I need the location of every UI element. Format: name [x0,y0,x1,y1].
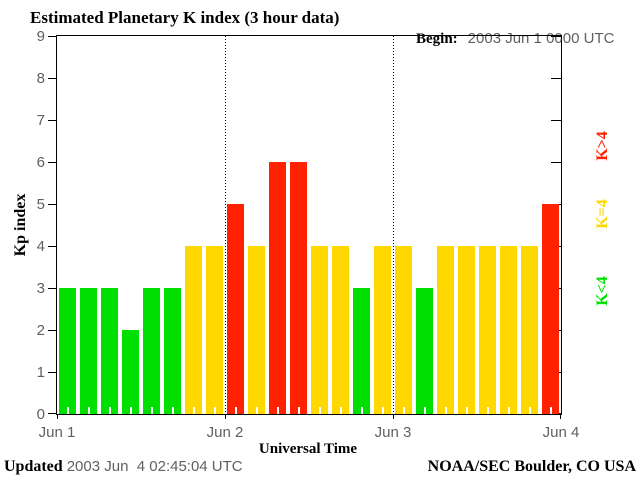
x-axis-tick-notch [529,407,531,414]
kp-bar [227,204,244,414]
kp-bar [164,288,181,414]
x-axis-tick-notch [109,407,111,414]
chart-title: Estimated Planetary K index (3 hour data… [30,8,340,27]
y-axis-tick-label: 2 [36,322,45,339]
x-axis-tick-notch [550,407,552,414]
kp-bar [59,288,76,414]
y-axis-tick-left [48,372,56,373]
x-axis-tick-notch [319,407,321,414]
y-axis-tick-left [48,330,56,331]
x-axis-tick-notch [193,407,195,414]
day-boundary-gridline [225,36,226,414]
x-axis-tick-notch [151,407,153,414]
x-axis-tick-notch [130,407,132,414]
kp-bar [290,162,307,414]
kp-bar [143,288,160,414]
y-axis-tick-left [48,413,56,414]
kp-bar [374,246,391,414]
x-axis-tick-notch [256,407,258,414]
x-axis-tick-label: Jun 2 [206,424,244,441]
x-axis-tick-notch [88,407,90,414]
x-axis-tick-label: Jun 1 [38,424,76,441]
x-axis-tick-notch [487,407,489,414]
x-axis-tick-notch [340,407,342,414]
y-axis-tick-left [48,204,56,205]
kp-bar [248,246,265,414]
x-axis-tick-notch [382,407,384,414]
y-axis-title: Kp index [12,193,29,257]
y-axis-tick-label: 9 [36,28,45,45]
x-axis-day-tick [225,414,226,419]
legend-label-k-eq-4: K=4 [594,199,611,229]
x-axis-day-tick [393,414,394,419]
y-axis-tick-label: 8 [36,70,45,87]
y-axis-tick-left [48,162,56,163]
kp-bar [353,288,370,414]
x-axis-tick-notch [508,407,510,414]
source-credit: NOAA/SEC Boulder, CO USA [427,458,636,475]
y-axis-tick-label: 3 [36,280,45,297]
kp-bar [437,246,454,414]
begin-value: 2003 Jun 1 0000 UTC [467,30,615,47]
y-axis-tick-label: 5 [36,196,45,213]
y-axis-tick-left [48,120,56,121]
x-axis-tick-notch [445,407,447,414]
y-axis-tick-label: 7 [36,112,45,129]
kp-bar [479,246,496,414]
updated-line: Updated 2003 Jun 4 02:45:04 UTC [4,458,243,476]
kp-bar [521,246,538,414]
footer: Updated 2003 Jun 4 02:45:04 UTC NOAA/SEC… [4,458,636,476]
plot-area: Kp index 0 1 2 3 4 5 6 7 8 9 Jun 1 Jun 2 Jun 3 Jun 4 K… [12,28,611,441]
kp-bar [206,246,223,414]
y-axis-tick-right [551,36,561,37]
kp-bar [395,246,412,414]
y-axis-tick-left [48,246,56,247]
x-axis-tick-notch [67,407,69,414]
legend-label-k-gt-4: K>4 [594,131,611,161]
kp-bar [185,246,202,414]
x-axis-tick-notch [298,407,300,414]
kp-bar [332,246,349,414]
kp-bar [101,288,118,414]
x-axis-day-tick [57,414,58,419]
x-axis-tick-notch [277,407,279,414]
y-axis-tick-label: 1 [36,364,45,381]
kp-bar [122,330,139,414]
x-axis-tick-notch [466,407,468,414]
x-axis-tick-notch [361,407,363,414]
y-axis-tick-label: 6 [36,154,45,171]
y-axis-tick-label: 0 [36,406,45,423]
kp-bar [542,204,559,414]
day-boundary-gridline [393,36,394,414]
x-axis-tick-notch [403,407,405,414]
y-axis-tick-left [48,36,56,37]
y-axis-tick-right [551,78,561,79]
kp-bar [416,288,433,414]
x-axis-tick-notch [172,407,174,414]
x-axis-day-tick [560,414,561,419]
x-axis-tick-label: Jun 4 [542,424,580,441]
y-axis-tick-right [551,120,561,121]
kp-bar [80,288,97,414]
y-axis-tick-right [551,162,561,163]
x-axis-tick-label: Jun 3 [374,424,412,441]
x-axis-tick-notch [424,407,426,414]
y-axis-tick-label: 4 [36,238,45,255]
kp-bar [458,246,475,414]
x-axis-tick-notch [214,407,216,414]
kp-bar [500,246,517,414]
updated-label: Updated [4,458,63,475]
kp-bar [269,162,286,414]
x-axis-title: Universal Time [258,441,358,457]
y-axis-tick-left [48,288,56,289]
legend-label-k-lt-4: K<4 [594,276,611,306]
x-axis-tick-notch [235,407,237,414]
y-axis-tick-left [48,78,56,79]
kp-bar [311,246,328,414]
updated-timestamp: 2003 Jun 4 02:45:04 UTC [66,458,243,475]
